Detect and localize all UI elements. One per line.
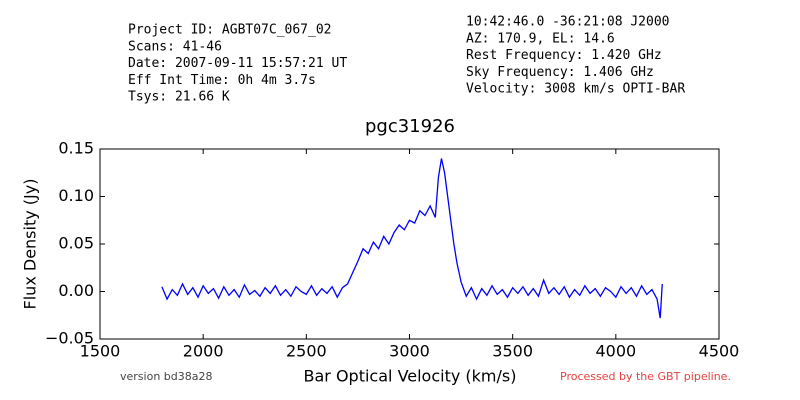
header-line: AZ: 170.9, EL: 14.6 — [466, 31, 615, 46]
x-tick-label: 2500 — [286, 342, 327, 361]
header-line: Project ID: AGBT07C_067_02 — [128, 23, 332, 38]
header-line: Rest Frequency: 1.420 GHz — [466, 48, 662, 63]
header-line: Scans: 41-46 — [128, 39, 222, 54]
x-axis-label: Bar Optical Velocity (km/s) — [304, 367, 517, 386]
x-tick-label: 1500 — [80, 342, 121, 361]
y-tick-label: −0.05 — [45, 329, 94, 348]
x-tick-label: 3500 — [492, 342, 533, 361]
header-line: Tsys: 21.66 K — [128, 90, 230, 105]
header-line: Eff Int Time: 0h 4m 3.7s — [128, 73, 316, 88]
header-line: Sky Frequency: 1.406 GHz — [466, 65, 654, 80]
x-tick-label: 3000 — [389, 342, 430, 361]
x-tick-label: 2000 — [183, 342, 224, 361]
header-line: Velocity: 3008 km/s OPTI-BAR — [466, 82, 685, 97]
y-tick-label: 0.05 — [58, 234, 94, 253]
y-tick-label: 0.10 — [58, 186, 94, 205]
header-line: Date: 2007-09-11 15:57:21 UT — [128, 56, 347, 71]
pipeline-text: Processed by the GBT pipeline. — [560, 370, 731, 383]
y-tick-label: 0.15 — [58, 139, 94, 158]
spectrum-line — [161, 158, 663, 319]
header-line: 10:42:46.0 -36:21:08 J2000 — [466, 15, 670, 30]
y-axis-label: Flux Density (Jy) — [21, 179, 40, 310]
chart-title: pgc31926 — [365, 116, 455, 137]
x-tick-label: 4500 — [699, 342, 740, 361]
x-tick-label: 4000 — [595, 342, 636, 361]
version-text: version bd38a28 — [120, 370, 213, 383]
y-tick-label: 0.00 — [58, 281, 94, 300]
